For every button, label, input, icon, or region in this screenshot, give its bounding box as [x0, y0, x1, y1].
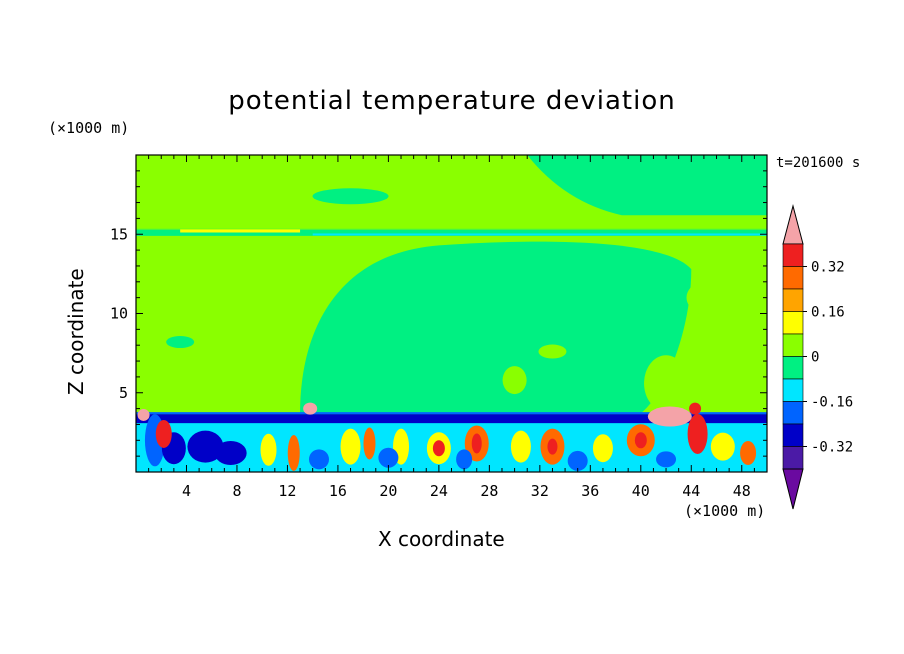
x-tick-label: 8	[232, 482, 241, 500]
colorbar-segment	[782, 288, 804, 312]
eddy	[340, 428, 361, 465]
colorbar: 0.32 0.16 0 -0.16 -0.32	[782, 204, 853, 510]
colorbar-segment	[782, 333, 804, 357]
colorbar-segment	[782, 311, 804, 335]
colorbar-segment	[782, 243, 804, 267]
y-axis-unit: (×1000 m)	[48, 119, 130, 137]
warm-patch	[647, 406, 692, 427]
colorbar-bottom-arrow	[782, 468, 804, 510]
colorbar-segment	[782, 446, 804, 470]
eddy	[547, 438, 558, 455]
eddy	[510, 430, 531, 463]
x-tick-label: 40	[632, 482, 650, 500]
lime-patch	[686, 277, 747, 318]
eddy	[260, 433, 277, 466]
eddy	[592, 434, 613, 463]
warm-patch	[303, 402, 318, 415]
upper-patch	[312, 188, 389, 205]
warm-streak	[180, 229, 301, 233]
eddy	[308, 449, 329, 470]
eddy	[287, 434, 300, 471]
lime-patch	[538, 344, 567, 359]
colorbar-segment	[782, 423, 804, 447]
upper-patch	[527, 155, 767, 216]
eddy	[567, 450, 588, 471]
warm-patch	[689, 402, 702, 415]
cool-streak	[312, 233, 767, 236]
y-tick-label: 5	[119, 384, 128, 402]
eddy	[740, 440, 757, 465]
eddy	[187, 430, 224, 463]
x-tick-label: 16	[329, 482, 347, 500]
eddy	[656, 451, 677, 468]
x-axis-label: X coordinate	[378, 527, 505, 551]
eddy	[363, 427, 376, 460]
x-tick-label: 12	[278, 482, 296, 500]
eddy	[634, 432, 647, 449]
eddy	[432, 440, 445, 457]
warm-patch	[137, 408, 150, 421]
eddy	[687, 413, 708, 454]
colorbar-label: 0.16	[811, 305, 845, 321]
central-region	[300, 241, 692, 414]
eddy	[155, 419, 172, 448]
colorbar-segment	[782, 356, 804, 380]
y-tick-label: 10	[110, 305, 128, 323]
x-axis-unit: (×1000 m)	[684, 502, 766, 520]
x-tick-label: 48	[733, 482, 751, 500]
x-tick-label: 20	[379, 482, 397, 500]
lime-patch	[502, 366, 527, 395]
colorbar-segment	[782, 378, 804, 402]
lime-patch	[644, 355, 689, 412]
contour-field	[136, 155, 767, 472]
colorbar-top-arrow	[782, 204, 804, 245]
colorbar-label: 0	[811, 350, 819, 366]
x-tick-label: 36	[581, 482, 599, 500]
x-tick-label: 44	[682, 482, 700, 500]
x-tick-label: 32	[531, 482, 549, 500]
colorbar-segment	[782, 401, 804, 425]
eddy	[471, 433, 482, 454]
inversion-edge	[136, 412, 767, 415]
colorbar-label: -0.32	[811, 440, 853, 456]
teal-patch	[166, 336, 195, 349]
chart-title: potential temperature deviation	[228, 86, 676, 116]
x-tick-label: 24	[430, 482, 448, 500]
upper-patch	[136, 158, 247, 171]
eddy	[456, 449, 473, 470]
eddy	[214, 440, 247, 465]
colorbar-segment	[782, 266, 804, 290]
x-tick-label: 4	[182, 482, 191, 500]
y-tick-label: 15	[110, 225, 128, 243]
colorbar-label: -0.16	[811, 395, 853, 411]
eddy	[378, 447, 399, 468]
eddy	[710, 432, 735, 461]
colorbar-label: 0.32	[811, 260, 845, 276]
inversion-band	[136, 414, 767, 424]
x-tick-label: 28	[480, 482, 498, 500]
time-label: t=201600 s	[776, 155, 861, 171]
